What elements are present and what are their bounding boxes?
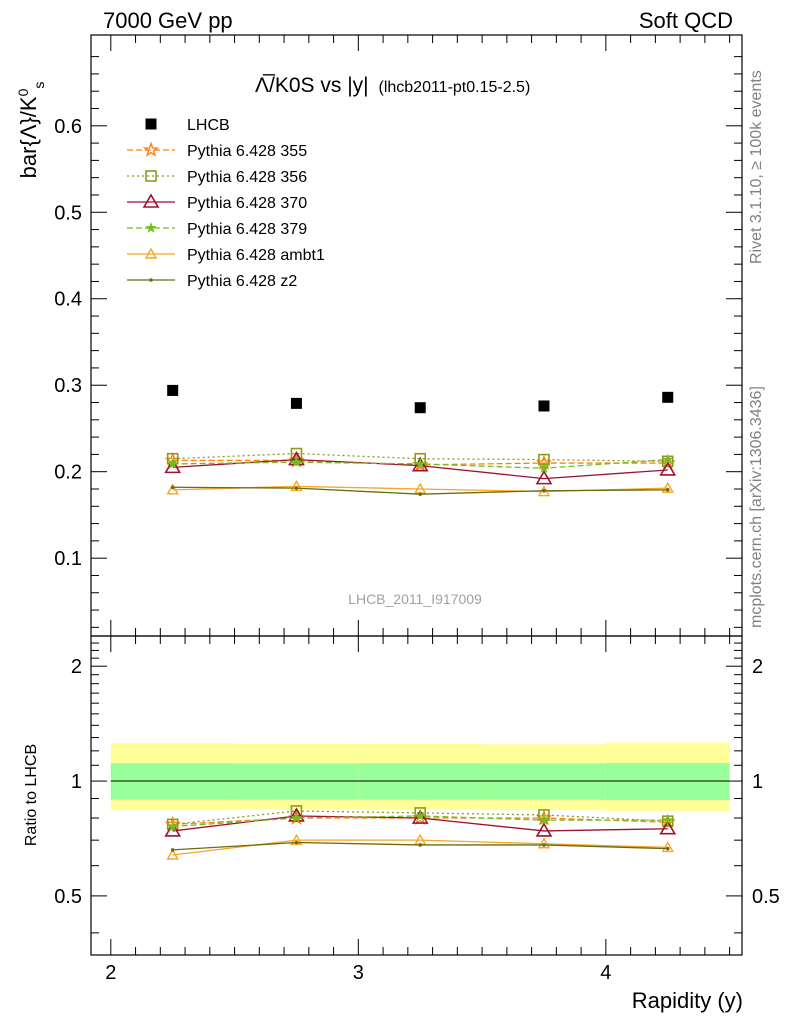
plot-title: Λ̅/K0S vs |y| (lhcb2011-pt0.15-2.5): [255, 74, 530, 97]
rivet-label: Rivet 3.1.10, ≥ 100k events: [748, 70, 765, 264]
ratio-point-p370-1: [288, 807, 305, 822]
main-ytick-label: 0.6: [54, 116, 82, 138]
ratio-frame: [90, 635, 743, 956]
plot-title-main: Λ̅/K0S vs |y|: [255, 74, 369, 97]
ratio-point-p370-4: [659, 820, 677, 835]
header-right: Soft QCD: [639, 8, 733, 33]
ratio-point-p379-0: [166, 820, 179, 832]
point-z2-2: [418, 492, 423, 496]
main-ytick-label: 0.4: [54, 289, 82, 311]
legend-label-p355: Pythia 6.428 355: [187, 143, 307, 160]
main-ytick-label: 0.3: [54, 375, 82, 397]
point-ambt1-1: [290, 479, 303, 492]
point-p370-3: [535, 470, 553, 485]
point-p379-0: [166, 457, 179, 469]
point-z2-0: [170, 485, 175, 490]
point-p370-2: [411, 457, 429, 472]
point-p379-4: [662, 453, 674, 465]
legend-marker-p355: [142, 141, 160, 158]
ratio-point-p356-0: [166, 818, 179, 831]
point-p379-3: [538, 462, 550, 474]
xtick-label: 4: [600, 962, 611, 984]
point-lhcb-4: [662, 391, 674, 403]
point-lhcb-3: [538, 400, 550, 412]
x-axis-title: Rapidity (y): [632, 988, 743, 1013]
legend-marker-p379: [145, 222, 157, 233]
analysis-watermark: LHCB_2011_I917009: [348, 591, 482, 607]
ratio-point-z2-4: [665, 846, 670, 851]
legend-marker-lhcb: [145, 118, 157, 130]
point-ambt1-4: [661, 481, 674, 493]
legend-label-z2: Pythia 6.428 z2: [187, 273, 297, 290]
ratio-panel-series: [164, 805, 677, 860]
legend-marker-ambt1: [144, 247, 158, 259]
ratio-ytick-label-right: 2: [752, 656, 763, 678]
main-panel-series: [164, 384, 677, 497]
legend-label-p379: Pythia 6.428 379: [187, 221, 307, 238]
ratio-point-z2-0: [170, 848, 175, 852]
main-ytick-label: 0.1: [54, 548, 82, 570]
xtick-label: 2: [105, 962, 116, 984]
point-lhcb-1: [290, 397, 302, 409]
ratio-point-p370-0: [164, 822, 182, 837]
xtick-label: 3: [353, 962, 364, 984]
ratio-line-ambt1: [172, 839, 668, 856]
legend: LHCB Pythia 6.428 355 Pythia 6.428 356 Pyth…: [127, 117, 325, 290]
header-left: 7000 GeV pp: [103, 8, 233, 33]
point-z2-1: [294, 486, 299, 490]
point-p370-4: [659, 461, 677, 476]
point-z2-4: [665, 488, 670, 492]
point-z2-3: [542, 488, 546, 493]
ratio-point-ambt1-4: [661, 840, 674, 853]
ratio-ylabel: Ratio to LHCB: [23, 744, 40, 846]
legend-label-p370: Pythia 6.428 370: [187, 195, 307, 212]
point-p370-0: [164, 458, 182, 474]
ratio-point-ambt1-0: [166, 848, 179, 860]
legend-marker-z2: [149, 278, 153, 282]
ratio-uncertainty-bands: [110, 742, 730, 812]
axes: 0.1 0.2 0.3 0.4 0.5 0.6 2 3 4 0.5 0.5 1 1 2 2: [54, 34, 780, 984]
point-lhcb-0: [167, 384, 179, 396]
legend-marker-p356: [145, 170, 157, 182]
ratio-point-p379-2: [414, 809, 426, 821]
legend-label-ambt1: Pythia 6.428 ambt1: [187, 247, 325, 264]
ratio-point-p379-4: [662, 814, 674, 826]
ratio-ytick-label-left: 0.5: [54, 886, 82, 908]
legend-label-p356: Pythia 6.428 356: [187, 169, 307, 186]
point-lhcb-2: [414, 402, 426, 414]
ratio-point-ambt1-3: [537, 837, 551, 849]
ratio-point-p370-3: [535, 822, 553, 837]
legend-marker-p370: [142, 193, 160, 208]
main-ytick-label: 0.5: [54, 202, 82, 224]
ratio-ytick-label-left: 2: [71, 656, 82, 678]
ratio-point-z2-1: [294, 840, 299, 845]
mcplots-label: mcplots.cern.ch [arXiv:1306.3436]: [748, 386, 765, 628]
point-p379-2: [414, 457, 426, 469]
ratio-point-z2-2: [418, 843, 423, 847]
point-ambt1-0: [166, 483, 179, 495]
ratio-point-p370-2: [411, 809, 429, 824]
legend-label-lhcb: LHCB: [187, 117, 230, 134]
ratio-band-inner-3: [482, 763, 606, 800]
main-ylabel: bar{Λ}/K0s: [15, 82, 47, 179]
ratio-point-p379-3: [538, 814, 550, 826]
point-p379-1: [290, 456, 303, 468]
main-ytick-label: 0.2: [54, 462, 82, 484]
ratio-point-z2-3: [542, 843, 546, 847]
ratio-point-p379-1: [290, 811, 303, 823]
ratio-ytick-label-right: 0.5: [752, 886, 780, 908]
ratio-ytick-label-right: 1: [752, 771, 763, 793]
plot-title-sub: (lhcb2011-pt0.15-2.5): [378, 79, 530, 96]
ratio-ytick-label-left: 1: [71, 771, 82, 793]
